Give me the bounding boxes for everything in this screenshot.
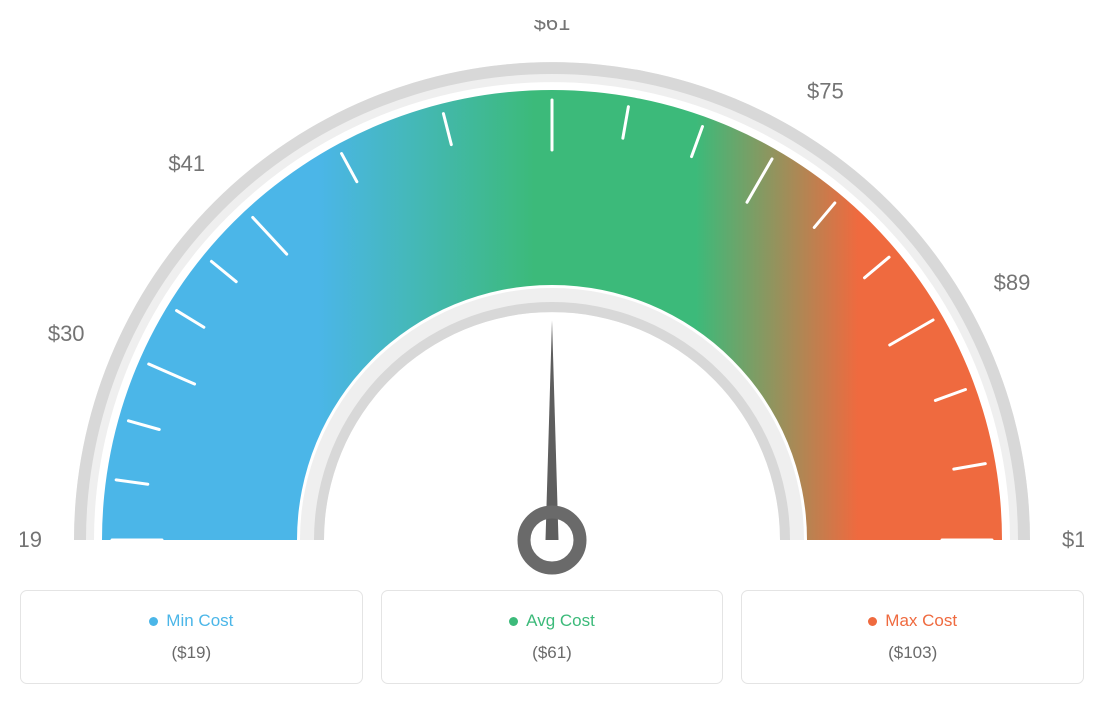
gauge-tick-label: $89 bbox=[994, 270, 1031, 295]
legend-value-avg: ($61) bbox=[392, 643, 713, 663]
legend-dot-min bbox=[149, 617, 158, 626]
legend-title-max: Max Cost bbox=[885, 611, 957, 631]
legend-dot-avg bbox=[509, 617, 518, 626]
cost-gauge: $19 $30 $41 $61 $75 $89 $103 bbox=[20, 20, 1084, 580]
gauge-tick-label: $30 bbox=[48, 321, 85, 346]
legend-title-avg: Avg Cost bbox=[526, 611, 595, 631]
legend-value-max: ($103) bbox=[752, 643, 1073, 663]
legend-card-avg: Avg Cost ($61) bbox=[381, 590, 724, 684]
gauge-tick-label: $75 bbox=[807, 78, 844, 103]
legend-title-min: Min Cost bbox=[166, 611, 233, 631]
legend: Min Cost ($19) Avg Cost ($61) Max Cost (… bbox=[20, 590, 1084, 684]
gauge-tick-label: $61 bbox=[534, 20, 571, 35]
legend-card-min: Min Cost ($19) bbox=[20, 590, 363, 684]
gauge-svg: $19 $30 $41 $61 $75 $89 $103 bbox=[20, 20, 1084, 580]
legend-value-min: ($19) bbox=[31, 643, 352, 663]
gauge-tick-label: $19 bbox=[20, 527, 42, 552]
legend-card-max: Max Cost ($103) bbox=[741, 590, 1084, 684]
gauge-tick-label: $103 bbox=[1062, 527, 1084, 552]
legend-dot-max bbox=[868, 617, 877, 626]
gauge-tick-label: $41 bbox=[168, 151, 205, 176]
